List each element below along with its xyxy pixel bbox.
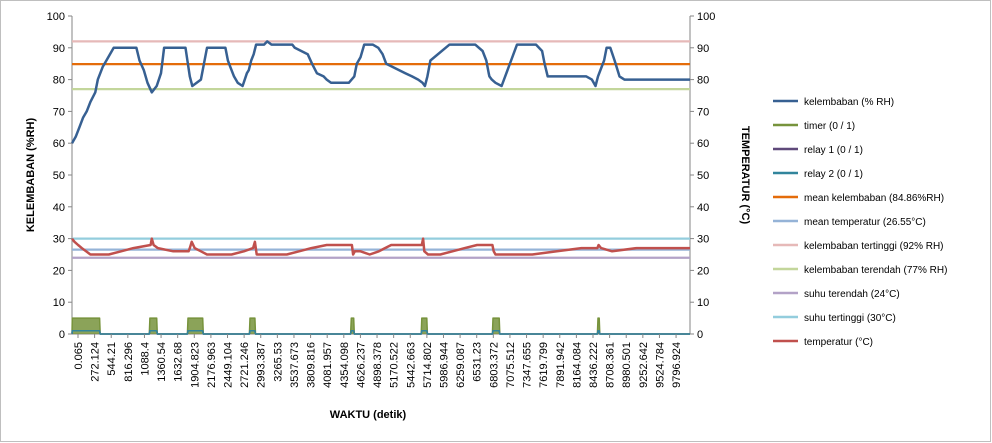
y2-axis-title: TEMPERATUR (°C) [739,126,751,225]
x-tick-label: 2993.387 [256,342,268,388]
legend-label: relay 1 (0 / 1) [804,145,863,156]
left-tick-label: 70 [53,106,65,118]
left-tick-label: 90 [53,43,65,55]
x-tick-label: 8980.501 [621,342,633,388]
x-tick-label: 5170.522 [389,342,401,388]
x-tick-label: 1904.823 [189,342,201,388]
x-tick-label: 6531.23 [472,342,484,382]
x-tick-label: 4626.237 [355,342,367,388]
x-tick-label: 1360.54 [156,342,168,382]
series-line-0 [70,40,690,144]
x-tick-label: 3809.816 [306,342,318,388]
x-tick-label: 8708.361 [605,342,617,388]
right-tick-label: 70 [697,106,709,118]
right-tick-label: 40 [697,202,709,214]
x-tick-label: 9252.642 [638,342,650,388]
right-tick-label: 100 [697,11,715,23]
x-tick-label: 2176.963 [206,342,218,388]
right-axis-ticks: 0 10 20 30 40 50 60 70 80 90 100 [690,11,715,341]
legend-label: suhu terendah (24°C) [804,289,900,300]
legend-label: temperatur (°C) [804,337,873,348]
legend-label: kelembaban tertinggi (92% RH) [804,241,944,252]
legend: kelembaban (% RH) timer (0 / 1) relay 1 (0… [773,97,947,348]
x-tick-label: 272.124 [90,342,102,382]
legend-label: mean kelembaban (84.86%RH) [804,193,944,204]
left-axis-ticks: 0 10 20 30 40 50 60 70 80 90 100 [47,11,72,341]
legend-label: suhu tertinggi (30°C) [804,313,896,324]
right-tick-label: 20 [697,265,709,277]
right-tick-label: 0 [697,329,703,341]
series-line-3 [71,330,690,335]
series-timer-fill [72,318,690,334]
x-tick-label: 0.065 [73,342,85,370]
left-tick-label: 10 [53,297,65,309]
left-tick-label: 80 [53,75,65,87]
left-tick-label: 40 [53,202,65,214]
right-tick-label: 80 [697,75,709,87]
x-tick-label: 4898.378 [372,342,384,388]
plot-area [70,16,691,335]
x-tick-label: 6803.372 [488,342,500,388]
x-tick-label: 5442.663 [405,342,417,388]
left-tick-label: 60 [53,138,65,150]
x-tick-label: 1632.68 [173,342,185,382]
x-tick-label: 2721.246 [239,342,251,388]
x-tick-label: 4354.098 [339,342,351,388]
legend-label: kelembaban (% RH) [804,97,894,108]
x-axis-ticks: 0.065 272.124 544.21 816.296 1088.4 1360.54 16… [73,334,683,388]
right-tick-label: 60 [697,138,709,150]
x-tick-label: 9524.784 [654,342,666,388]
x-tick-label: 7891.942 [555,342,567,388]
legend-label: relay 2 (0 / 1) [804,169,863,180]
x-tick-label: 9796.924 [671,342,683,388]
x-tick-label: 7347.655 [522,342,534,388]
left-tick-label: 50 [53,170,65,182]
right-tick-label: 50 [697,170,709,182]
x-tick-label: 7619.799 [538,342,550,388]
x-tick-label: 3537.673 [289,342,301,388]
right-tick-label: 30 [697,234,709,246]
x-tick-label: 5714.802 [422,342,434,388]
x-tick-label: 6259.087 [455,342,467,388]
x-axis-title: WAKTU (detik) [330,409,407,421]
y-axis-title: KELEMBABAN (%RH) [25,118,37,233]
x-tick-label: 8164.084 [571,342,583,388]
legend-label: timer (0 / 1) [804,121,855,132]
right-tick-label: 90 [697,43,709,55]
x-tick-label: 1088.4 [139,342,151,376]
left-tick-label: 30 [53,234,65,246]
legend-label: mean temperatur (26.55°C) [804,217,926,228]
left-tick-label: 0 [59,329,65,341]
x-tick-label: 2449.104 [223,342,235,388]
x-tick-label: 3265.53 [272,342,284,382]
x-tick-label: 8436.222 [588,342,600,388]
left-tick-label: 100 [47,11,65,23]
x-tick-label: 816.296 [123,342,135,382]
right-tick-label: 10 [697,297,709,309]
left-tick-label: 20 [53,265,65,277]
x-tick-label: 4081.957 [322,342,334,388]
x-tick-label: 5986.944 [438,342,450,388]
x-tick-label: 544.21 [106,342,118,376]
series-line-10 [71,237,690,256]
legend-label: kelembaban terendah (77% RH) [804,265,947,276]
x-tick-label: 7075.512 [505,342,517,388]
